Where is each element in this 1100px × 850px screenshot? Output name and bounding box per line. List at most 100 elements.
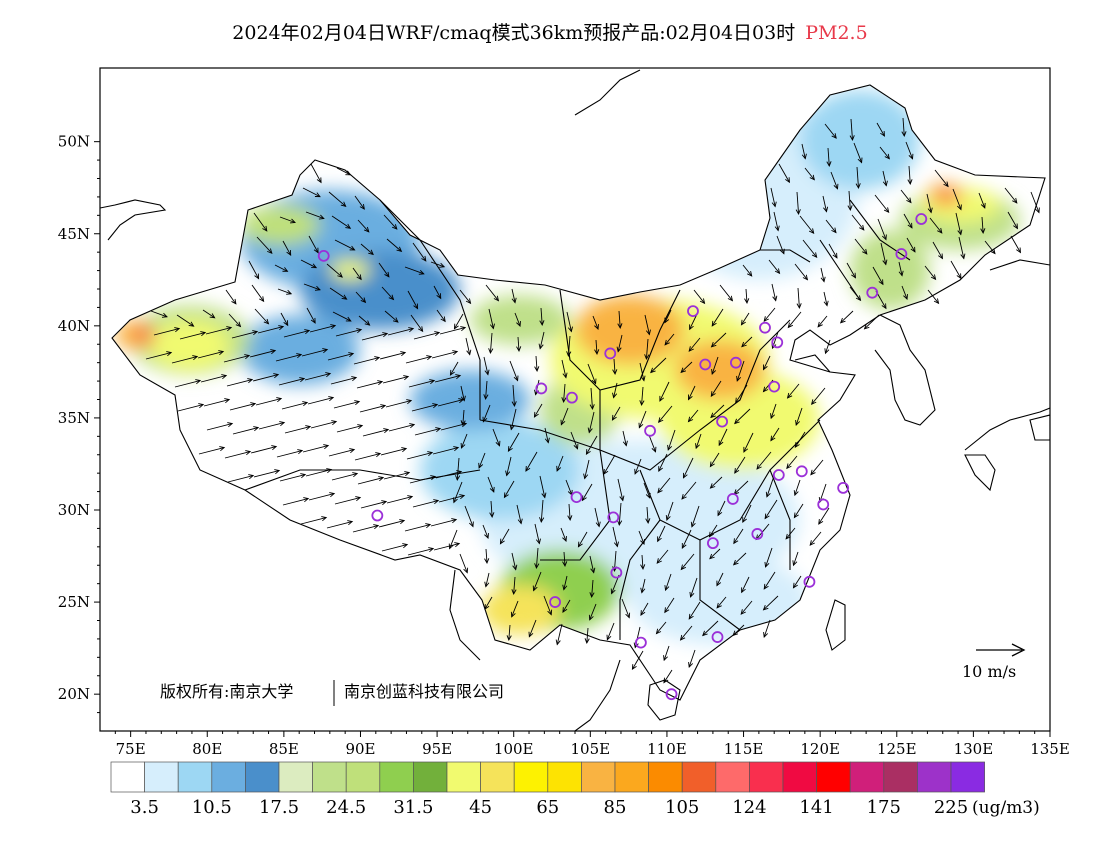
- station-marker: [644, 424, 656, 437]
- station-marker: [535, 382, 548, 395]
- legend-label: 3.5: [130, 797, 159, 818]
- legend-swatch: [177, 761, 213, 793]
- legend-swatch: [782, 761, 817, 793]
- legend-swatch: [816, 761, 851, 793]
- lon-tick-label: 100E: [494, 740, 534, 758]
- station-marker: [771, 336, 784, 349]
- legend-swatch: [144, 761, 179, 793]
- copyright-left: 版权所有:南京大学: [160, 682, 293, 701]
- station-markers: [317, 213, 928, 701]
- lon-tick-label: 105E: [571, 740, 611, 758]
- station-marker: [665, 688, 678, 701]
- map-axes: 75E 80E 85E 90E 95E 100E 105E 110E 115E 120E 125E 1…: [58, 133, 1070, 758]
- map-title: 2024年02月04日WRF/cmaq模式36km预报产品:02月04日03时 P…: [0, 18, 1100, 45]
- legend-swatch: [278, 761, 313, 793]
- station-marker: [915, 213, 928, 225]
- legend-label: 31.5: [393, 797, 433, 818]
- legend-swatch: [581, 761, 616, 793]
- station-marker: [566, 391, 578, 404]
- station-marker: [607, 511, 620, 524]
- title-main: 2024年02月04日WRF/cmaq模式36km预报产品:02月04日03时: [232, 22, 796, 44]
- legend-swatch: [950, 761, 985, 793]
- legend-swatch: [749, 761, 784, 793]
- legend-swatch: [849, 761, 885, 793]
- lat-tick-label: 35N: [58, 409, 90, 427]
- legend-swatch: [883, 761, 918, 793]
- legend-swatch: [614, 761, 649, 793]
- legend-swatch: [379, 761, 414, 793]
- legend-label: 225: [934, 797, 968, 818]
- legend-swatch: [413, 761, 448, 793]
- lon-tick-label: 80E: [192, 740, 222, 758]
- station-marker: [716, 415, 728, 428]
- station-marker: [895, 248, 908, 260]
- wind-vectors: [145, 117, 1040, 684]
- legend-swatch: [681, 761, 717, 793]
- legend-swatch: [245, 761, 280, 793]
- lon-tick-label: 120E: [800, 740, 840, 758]
- lat-tick-label: 50N: [58, 133, 90, 151]
- copyright-right: 南京创蓝科技有限公司: [344, 682, 504, 701]
- legend-swatch: [715, 761, 750, 793]
- lat-tick-label: 20N: [58, 685, 90, 703]
- legend-label: 24.5: [326, 797, 366, 818]
- lat-tick-label: 45N: [58, 225, 90, 243]
- station-marker: [610, 566, 623, 579]
- lon-tick-label: 90E: [345, 740, 375, 758]
- lat-tick-label: 40N: [58, 317, 90, 335]
- legend-label: 175: [867, 797, 901, 818]
- legend-swatch: [446, 761, 481, 793]
- legend-swatch: [547, 761, 582, 793]
- station-marker: [768, 380, 781, 393]
- legend-swatch: [480, 761, 515, 793]
- station-marker: [634, 636, 647, 649]
- station-marker: [687, 305, 699, 318]
- station-marker: [707, 537, 719, 550]
- station-marker: [837, 481, 850, 494]
- lon-tick-label: 95E: [422, 740, 452, 758]
- legend-swatch: [345, 761, 381, 793]
- legend-swatch: [312, 761, 347, 793]
- lon-tick-label: 135E: [1030, 740, 1070, 758]
- color-legend: 3.5 10.5 17.5 24.5 31.5 45 65 85 105 124 141 175 225: [110, 761, 985, 818]
- station-marker: [751, 528, 764, 540]
- title-pollutant: PM2.5: [805, 22, 868, 44]
- lat-tick-label: 30N: [58, 501, 90, 519]
- station-marker: [803, 575, 816, 588]
- legend-swatch: [211, 761, 246, 793]
- legend-label: 85: [604, 797, 627, 818]
- lon-tick-label: 130E: [954, 740, 994, 758]
- lat-tick-label: 25N: [58, 593, 90, 611]
- legend-label: 105: [665, 797, 699, 818]
- station-marker: [570, 491, 583, 504]
- lon-tick-label: 125E: [877, 740, 917, 758]
- station-marker: [795, 465, 808, 478]
- station-marker: [729, 356, 742, 369]
- legend-label: 17.5: [259, 797, 299, 818]
- station-marker: [549, 596, 561, 608]
- station-marker: [759, 321, 771, 334]
- legend-swatch: [648, 761, 683, 793]
- station-marker: [726, 493, 739, 505]
- legend-label: 10.5: [192, 797, 232, 818]
- legend-unit: (ug/m3): [972, 798, 1040, 818]
- legend-label: 65: [536, 797, 559, 818]
- station-marker: [371, 509, 384, 522]
- station-marker: [699, 358, 712, 371]
- wind-reference: 10 m/s: [962, 643, 1026, 681]
- legend-label: 45: [469, 797, 492, 818]
- lon-tick-label: 75E: [116, 740, 146, 758]
- station-marker: [866, 286, 879, 299]
- legend-swatch: [917, 761, 952, 793]
- lon-tick-label: 85E: [269, 740, 299, 758]
- legend-label: 124: [732, 797, 766, 818]
- station-marker: [817, 498, 830, 511]
- wind-reference-label: 10 m/s: [962, 662, 1016, 681]
- station-marker: [317, 249, 330, 262]
- legend-swatch: [513, 761, 549, 793]
- station-marker: [604, 347, 617, 360]
- lon-tick-label: 110E: [647, 740, 687, 758]
- station-marker: [711, 631, 724, 643]
- lon-tick-label: 115E: [724, 740, 764, 758]
